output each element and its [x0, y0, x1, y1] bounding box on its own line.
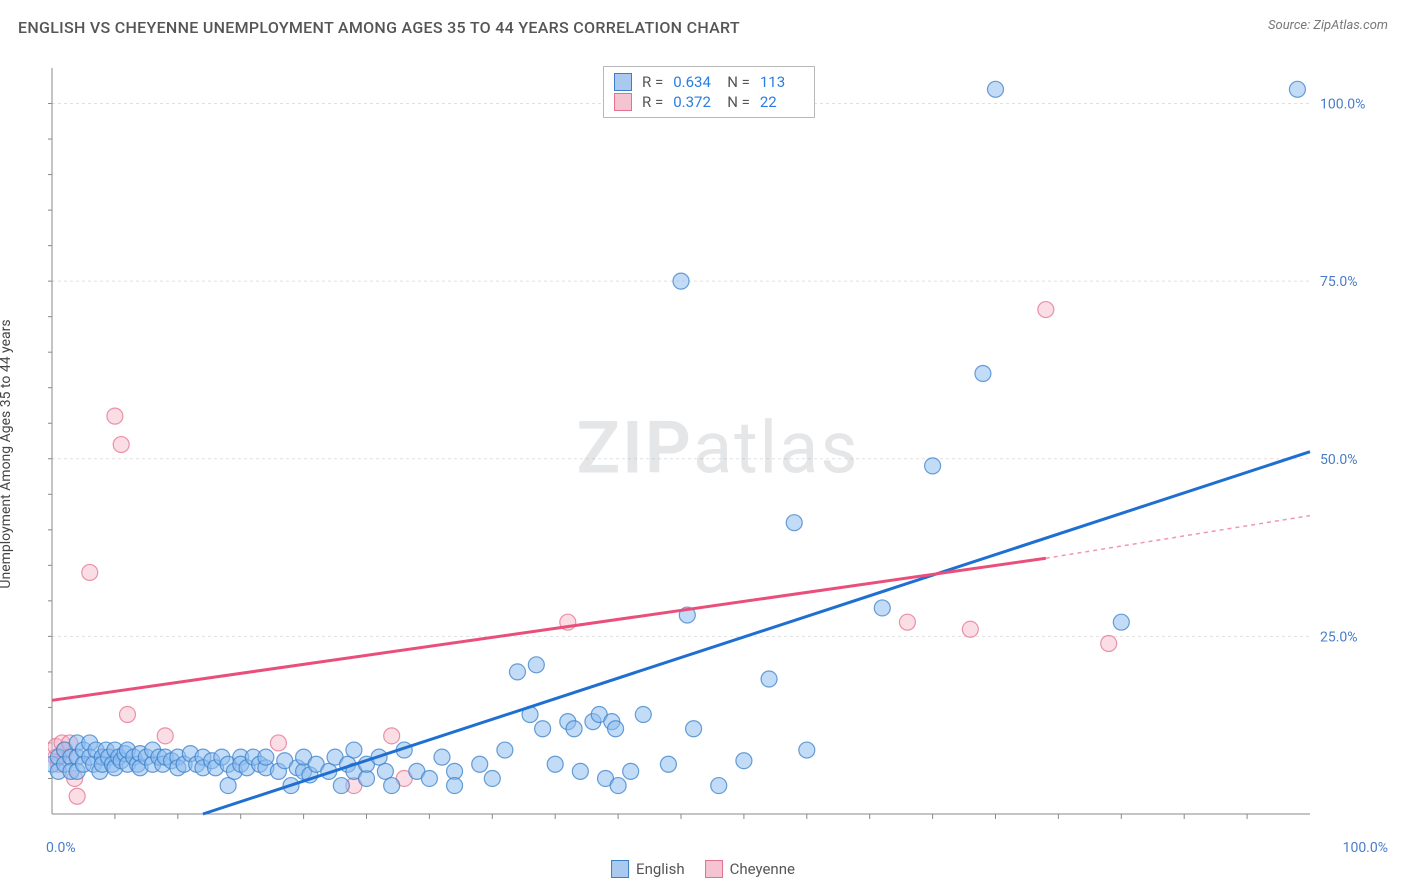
chart-area: ZIPatlas 25.0%50.0%75.0%100.0% R = 0.634…: [48, 64, 1388, 832]
svg-text:100.0%: 100.0%: [1320, 97, 1365, 113]
stats-row-english: R = 0.634 N = 113: [614, 73, 804, 91]
bottom-legend: English Cheyenne: [611, 860, 795, 878]
source-credit: Source: ZipAtlas.com: [1268, 18, 1388, 33]
swatch-blue-icon: [611, 860, 629, 878]
swatch-pink-icon: [614, 93, 632, 111]
legend-label-cheyenne: Cheyenne: [730, 860, 795, 878]
stat-n-english: 113: [760, 73, 804, 91]
y-axis-label: Unemployment Among Ages 35 to 44 years: [0, 319, 14, 588]
stat-r-english: 0.634: [673, 73, 717, 91]
legend-item-cheyenne: Cheyenne: [705, 860, 795, 878]
x-axis-right-label: 100.0%: [1343, 840, 1388, 856]
stat-n-cheyenne: 22: [760, 93, 804, 111]
svg-text:25.0%: 25.0%: [1320, 629, 1358, 645]
stats-row-cheyenne: R = 0.372 N = 22: [614, 93, 804, 111]
legend-label-english: English: [636, 860, 685, 878]
chart-title: ENGLISH VS CHEYENNE UNEMPLOYMENT AMONG A…: [18, 18, 740, 37]
svg-text:50.0%: 50.0%: [1320, 452, 1358, 468]
x-axis-left-label: 0.0%: [46, 840, 76, 856]
svg-text:75.0%: 75.0%: [1320, 274, 1358, 290]
swatch-blue-icon: [614, 73, 632, 91]
swatch-pink-icon: [705, 860, 723, 878]
stats-legend-box: R = 0.634 N = 113 R = 0.372 N = 22: [603, 66, 815, 118]
scatter-chart: 25.0% 50.0% 75.0% 100.0%: [48, 64, 1388, 832]
legend-item-english: English: [611, 860, 685, 878]
stat-r-cheyenne: 0.372: [673, 93, 717, 111]
